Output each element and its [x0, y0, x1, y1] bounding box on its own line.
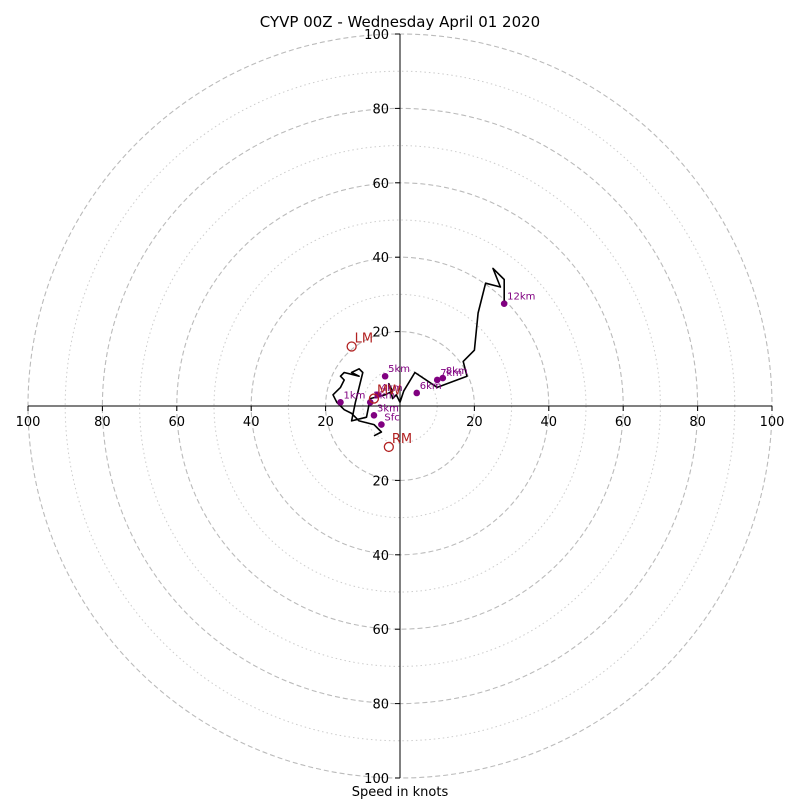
height-marker-3km	[370, 412, 378, 419]
x-tick-label: 100	[760, 415, 785, 430]
height-label-6km: 6km	[420, 381, 442, 392]
y-tick-label: 40	[372, 251, 389, 266]
motion-label-lm: LM	[355, 331, 373, 346]
x-tick-label: 40	[541, 415, 558, 430]
wind-trace	[332, 267, 506, 437]
height-label-12km: 12km	[507, 292, 535, 303]
x-tick-label: 20	[466, 415, 483, 430]
y-tick-label: 20	[372, 326, 389, 341]
x-axis-label: Speed in knots	[352, 785, 449, 800]
x-tick-label: 60	[615, 415, 632, 430]
height-marker-2km	[366, 398, 374, 406]
height-marker-4km	[374, 391, 381, 399]
motion-label-mw: MW	[377, 384, 401, 399]
height-label-1km: 1km	[343, 390, 365, 401]
motion-marker-lm	[346, 341, 357, 352]
height-label-8km: 8km	[446, 366, 468, 377]
axes	[28, 34, 772, 778]
y-tick-label: 60	[372, 623, 389, 638]
storm-motions: LM MW RM	[346, 331, 412, 453]
y-tick-label: 80	[372, 102, 389, 117]
height-marker-8km	[439, 374, 447, 382]
height-label-sfc: Sfc	[384, 413, 399, 424]
height-marker-5km	[381, 372, 389, 380]
height-marker-6km	[413, 389, 421, 397]
motion-marker-mw	[368, 393, 380, 404]
height-label-2km: 2km	[373, 390, 395, 401]
y-tick-label: 100	[364, 772, 389, 787]
motion-label-rm: RM	[392, 432, 412, 447]
height-marker-sfc	[378, 421, 385, 428]
y-tick-label: 20	[372, 474, 389, 489]
chart-title: CYVP 00Z - Wednesday April 01 2020	[260, 13, 540, 31]
y-tick-label: 100	[364, 28, 389, 43]
x-tick-label: 100	[16, 415, 41, 430]
y-tick-label: 80	[372, 698, 389, 713]
y-tick-label: 40	[372, 549, 389, 564]
x-tick-label: 80	[94, 415, 111, 430]
motion-marker-rm	[383, 441, 394, 453]
hodograph-trace-line	[332, 267, 506, 437]
x-tick-label: 80	[689, 415, 706, 430]
x-tick-label: 20	[317, 415, 334, 430]
height-marker-7km	[433, 376, 441, 384]
height-marker-12km	[500, 300, 508, 308]
height-label-4km: 4km	[381, 383, 403, 394]
height-marker-1km	[337, 398, 344, 406]
height-label-5km: 5km	[388, 364, 410, 375]
x-tick-label: 40	[243, 415, 260, 430]
x-tick-label: 60	[169, 415, 186, 430]
y-tick-label: 60	[372, 177, 389, 192]
height-label-7km: 7km	[440, 368, 462, 379]
height-label-3km: 3km	[377, 403, 399, 414]
tick-labels: 100 80 60 40 20 20 40 60 80 100 100 80 60 40 20 20 40 60 8…	[16, 28, 785, 787]
